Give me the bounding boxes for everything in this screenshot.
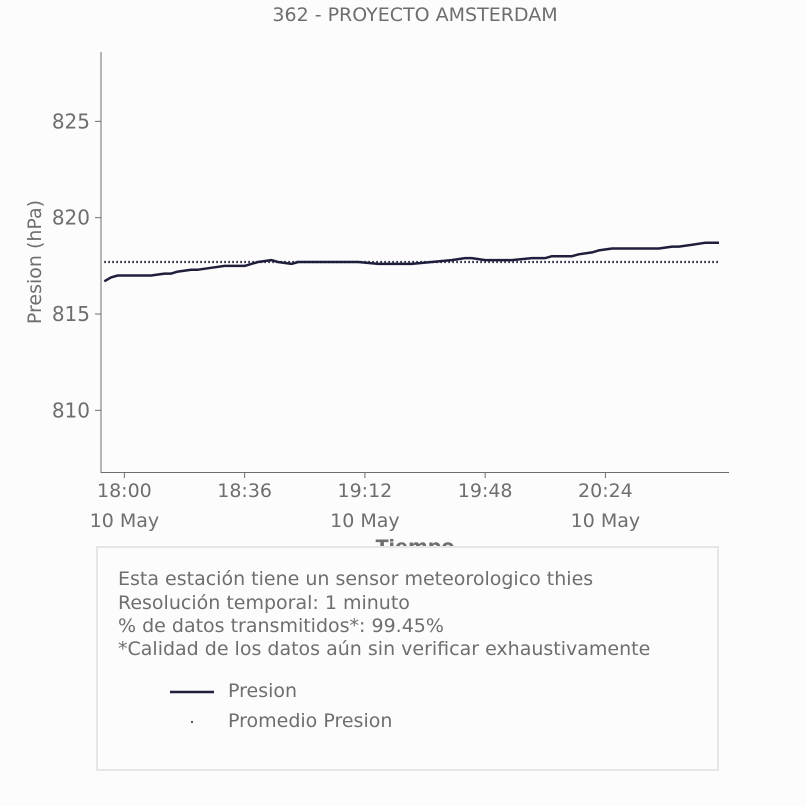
y-tick-label: 820 (52, 206, 90, 230)
legend-label-presion: Presion (228, 680, 298, 702)
x-tick-label: 18:00 (97, 480, 152, 502)
legend-dot-swatch (191, 721, 193, 723)
station-sensor-text: Esta estación tiene un sensor meteorolog… (118, 568, 594, 590)
temporal-resolution-text: Resolución temporal: 1 minuto (118, 592, 410, 614)
x-tick-label: 19:12 (338, 480, 393, 502)
info-box: Esta estación tiene un sensor meteorolog… (96, 546, 719, 771)
x-tick-label: 19:48 (458, 480, 513, 502)
data-quality-note: *Calidad de los datos aún sin verificar … (118, 638, 651, 660)
y-tick-label: 815 (52, 302, 90, 326)
x-tick-label: 18:36 (217, 480, 272, 502)
pressure-series-line (103, 241, 719, 283)
y-tick-label: 810 (52, 398, 90, 422)
y-axis-label: Presion (hPa) (24, 200, 46, 324)
legend-line-swatch (170, 690, 214, 694)
x-tick-date-label: 10 May (571, 510, 641, 532)
legend-label-promedio: Promedio Presion (228, 710, 393, 732)
y-tick-label: 825 (52, 109, 90, 133)
x-tick-date-label: 10 May (90, 510, 160, 532)
chart-title: 362 - PROYECTO AMSTERDAM (272, 4, 557, 26)
x-tick-date-label: 10 May (330, 510, 400, 532)
x-tick-label: 20:24 (578, 480, 633, 502)
data-transmitted-text: % de datos transmitidos*: 99.45% (118, 615, 444, 637)
